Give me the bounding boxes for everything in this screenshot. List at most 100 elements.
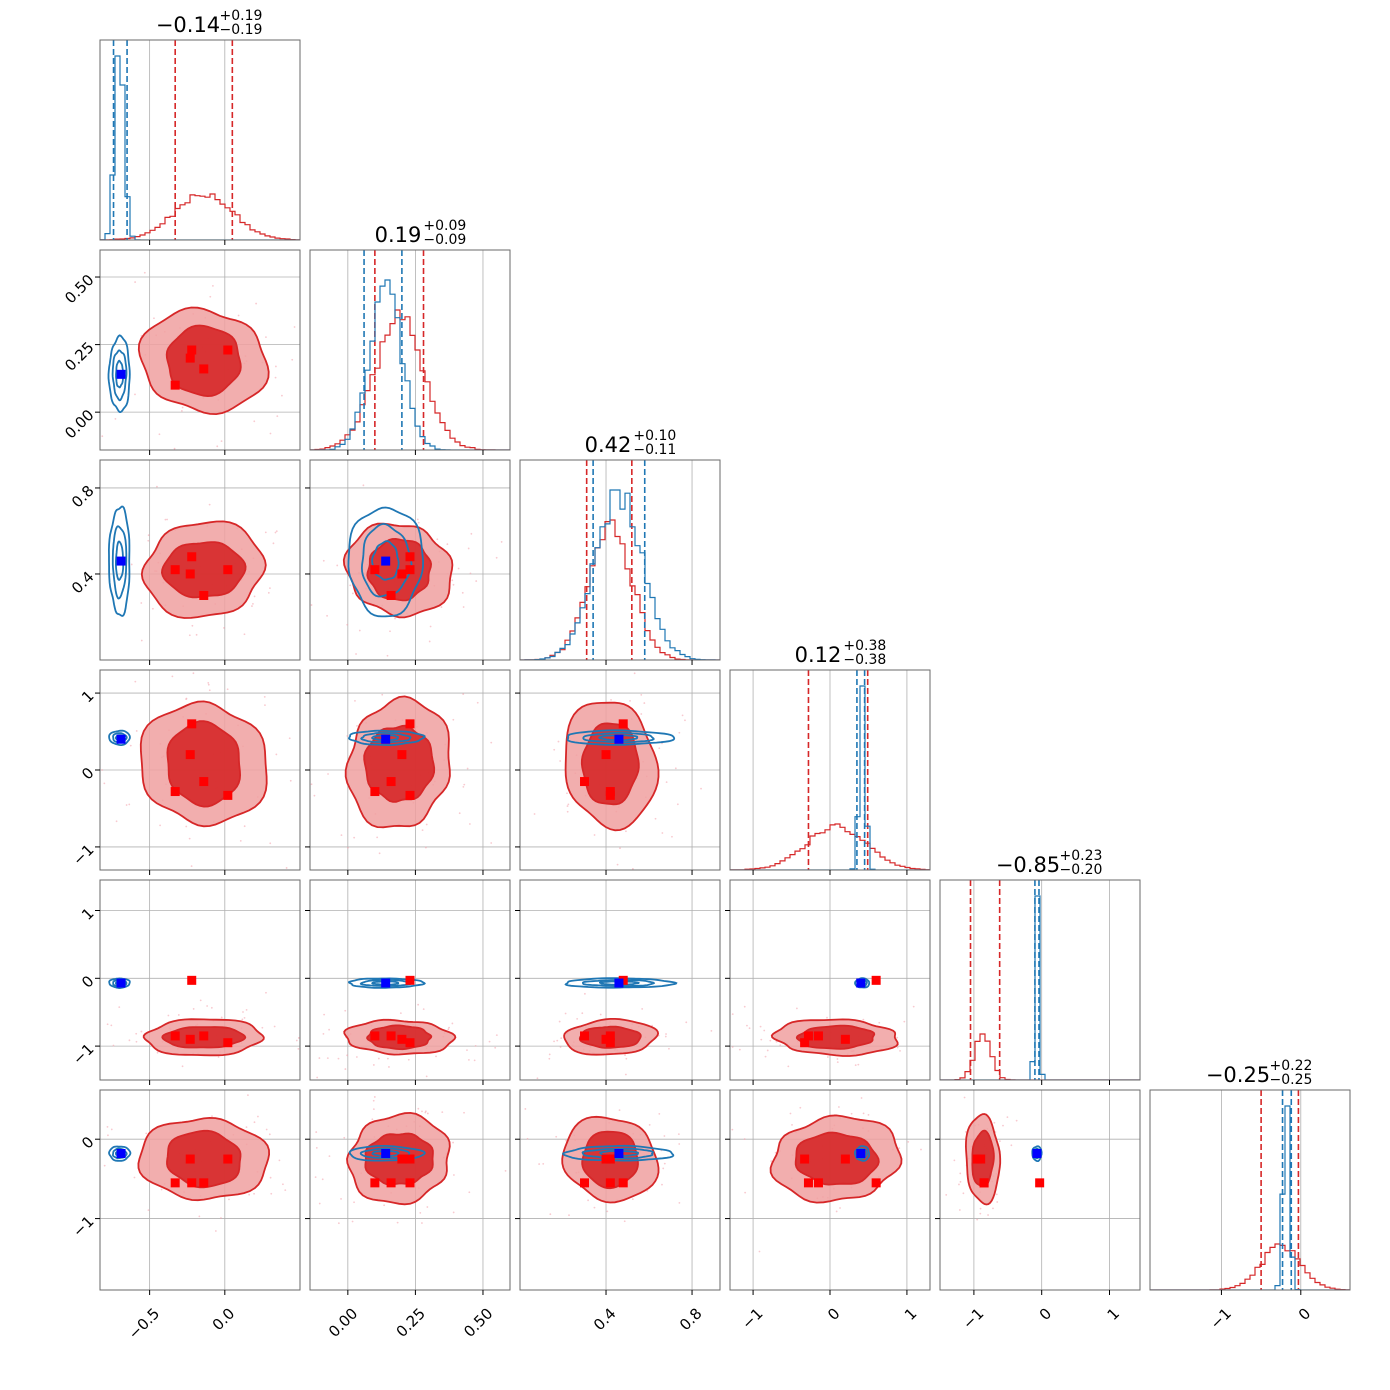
- red-sample-3-2-16: [616, 863, 619, 866]
- red-sample-3-2-2: [684, 719, 686, 722]
- red-marker-5-1-2: [405, 1178, 415, 1188]
- blue-marker-3-0: [116, 734, 126, 744]
- red-sample-4-1-7: [318, 1057, 321, 1059]
- blue-marker-3-2: [614, 734, 624, 744]
- red-sample-2-1-49: [429, 625, 432, 628]
- panel-1-1: 0.19 +0.09−0.09: [309, 218, 511, 455]
- red-sample-5-3-8: [799, 1106, 802, 1109]
- red-sample-4-0-40: [118, 1006, 121, 1009]
- red-marker-2-1-3: [405, 565, 415, 575]
- panel-frame-4-0: [99, 879, 301, 1081]
- red-sample-2-0-18: [188, 634, 191, 637]
- red-marker-5-2-4: [580, 1178, 590, 1188]
- red-sample-5-3-18: [721, 1242, 723, 1244]
- red-sample-5-2-3: [587, 1199, 589, 1202]
- red-sample-4-1-8: [344, 1009, 347, 1012]
- xtick-label-4-1: 0: [1036, 1304, 1055, 1323]
- red-sample-2-1-51: [362, 484, 365, 487]
- red-sample-3-1-42: [353, 836, 356, 839]
- red-sample-5-4-11: [965, 1131, 967, 1133]
- red-sample-3-0-21: [188, 837, 191, 840]
- red-sample-4-1-26: [322, 1033, 325, 1035]
- xtick-label-4-2: 1: [1104, 1304, 1123, 1323]
- red-sample-4-3-27: [748, 1027, 751, 1030]
- red-sample-4-0-25: [220, 1016, 223, 1019]
- red-sample-3-1-53: [468, 823, 471, 825]
- red-sample-1-0-10: [143, 271, 146, 274]
- red-sample-5-4-25: [987, 1062, 989, 1064]
- xtick-label-3-1: 0: [824, 1304, 843, 1323]
- red-sample-3-2-29: [700, 787, 702, 790]
- red-sample-3-2-59: [633, 672, 636, 675]
- red-sample-4-0-1: [342, 1039, 344, 1041]
- blue-contour-3-1-0: [347, 729, 426, 747]
- blue-contour-4-3-0: [854, 977, 871, 989]
- red-sample-1-0-9: [281, 394, 283, 397]
- red-marker-3-0-3: [223, 790, 233, 800]
- red-sample-1-0-3: [237, 314, 240, 317]
- blue-contour-5-4-0: [1031, 1145, 1043, 1162]
- red-sample-3-0-14: [263, 695, 266, 698]
- red-sample-2-0-57: [140, 602, 143, 604]
- ytick-label-4-0: −1: [69, 1040, 97, 1068]
- red-sample-5-3-26: [835, 1210, 838, 1213]
- red-sample-4-1-30: [355, 1056, 358, 1058]
- red-sample-5-2-55: [658, 1112, 661, 1115]
- red-sample-4-2-18: [664, 1035, 667, 1038]
- red-sample-3-0-10: [106, 635, 108, 637]
- red-marker-5-2-0: [605, 1178, 615, 1188]
- red-sample-5-1-21: [307, 1152, 309, 1154]
- red-sample-5-4-32: [992, 1207, 994, 1210]
- red-sample-5-2-22: [618, 1109, 621, 1112]
- red-sample-3-0-46: [185, 825, 188, 828]
- red-sample-4-0-36: [261, 1026, 264, 1029]
- red-sample-4-0-49: [243, 1016, 246, 1019]
- red-sample-3-2-20: [640, 713, 643, 715]
- red-sample-5-1-20: [340, 1198, 342, 1200]
- red-marker-5-4-3: [972, 1154, 982, 1164]
- red-sample-4-3-11: [775, 1040, 778, 1043]
- red-sample-5-0-25: [247, 1094, 249, 1097]
- red-sample-1-0-2: [216, 445, 219, 448]
- red-sample-2-1-5: [346, 623, 349, 626]
- red-marker-4-3-0: [803, 1031, 813, 1041]
- red-sample-4-0-22: [199, 999, 202, 1002]
- red-sample-5-1-54: [452, 1141, 454, 1144]
- red-sample-4-2-36: [559, 1046, 562, 1048]
- red-sample-5-0-34: [160, 1188, 163, 1191]
- red-sample-5-2-2: [663, 1135, 666, 1137]
- red-sample-2-0-0: [275, 530, 278, 533]
- red-sample-1-0-1: [305, 334, 307, 336]
- red-sample-5-1-1: [463, 1111, 465, 1114]
- red-sample-5-0-21: [198, 1215, 201, 1218]
- red-sample-3-1-19: [327, 773, 329, 775]
- red-sample-5-4-23: [1010, 1144, 1013, 1147]
- blue-contour-2-1-2: [371, 540, 400, 581]
- red-sample-4-1-19: [473, 1059, 476, 1062]
- red-marker-1-0-0: [170, 380, 180, 390]
- red-sample-4-3-39: [709, 1043, 711, 1045]
- red-sample-1-0-55: [134, 281, 137, 283]
- red-sample-3-2-24: [559, 760, 562, 762]
- red-sample-2-1-0: [446, 543, 449, 546]
- red-sample-1-0-51: [212, 284, 214, 287]
- red-sample-4-0-24: [245, 1008, 248, 1011]
- red-sample-3-2-53: [559, 889, 561, 891]
- red-sample-4-2-43: [624, 1054, 626, 1056]
- red-sample-5-3-10: [870, 1081, 872, 1083]
- red-sample-5-0-10: [206, 1076, 208, 1078]
- red-sample-5-2-35: [538, 1163, 541, 1165]
- red-sample-4-2-41: [599, 1013, 602, 1016]
- red-sample-2-1-4: [462, 606, 465, 608]
- red-sample-5-3-16: [830, 1074, 832, 1076]
- red-sample-4-1-5: [323, 1013, 326, 1016]
- red-sample-3-0-53: [103, 782, 106, 785]
- blue-contour-4-1-1: [359, 979, 412, 988]
- red-sample-3-1-25: [513, 703, 515, 705]
- red-sample-4-1-41: [337, 1057, 340, 1060]
- red-sample-5-2-56: [555, 1135, 558, 1138]
- red-sample-3-1-50: [347, 846, 349, 849]
- red-sample-2-1-9: [326, 614, 328, 617]
- red-sample-4-1-52: [448, 1026, 450, 1029]
- red-sample-4-3-56: [769, 1039, 772, 1042]
